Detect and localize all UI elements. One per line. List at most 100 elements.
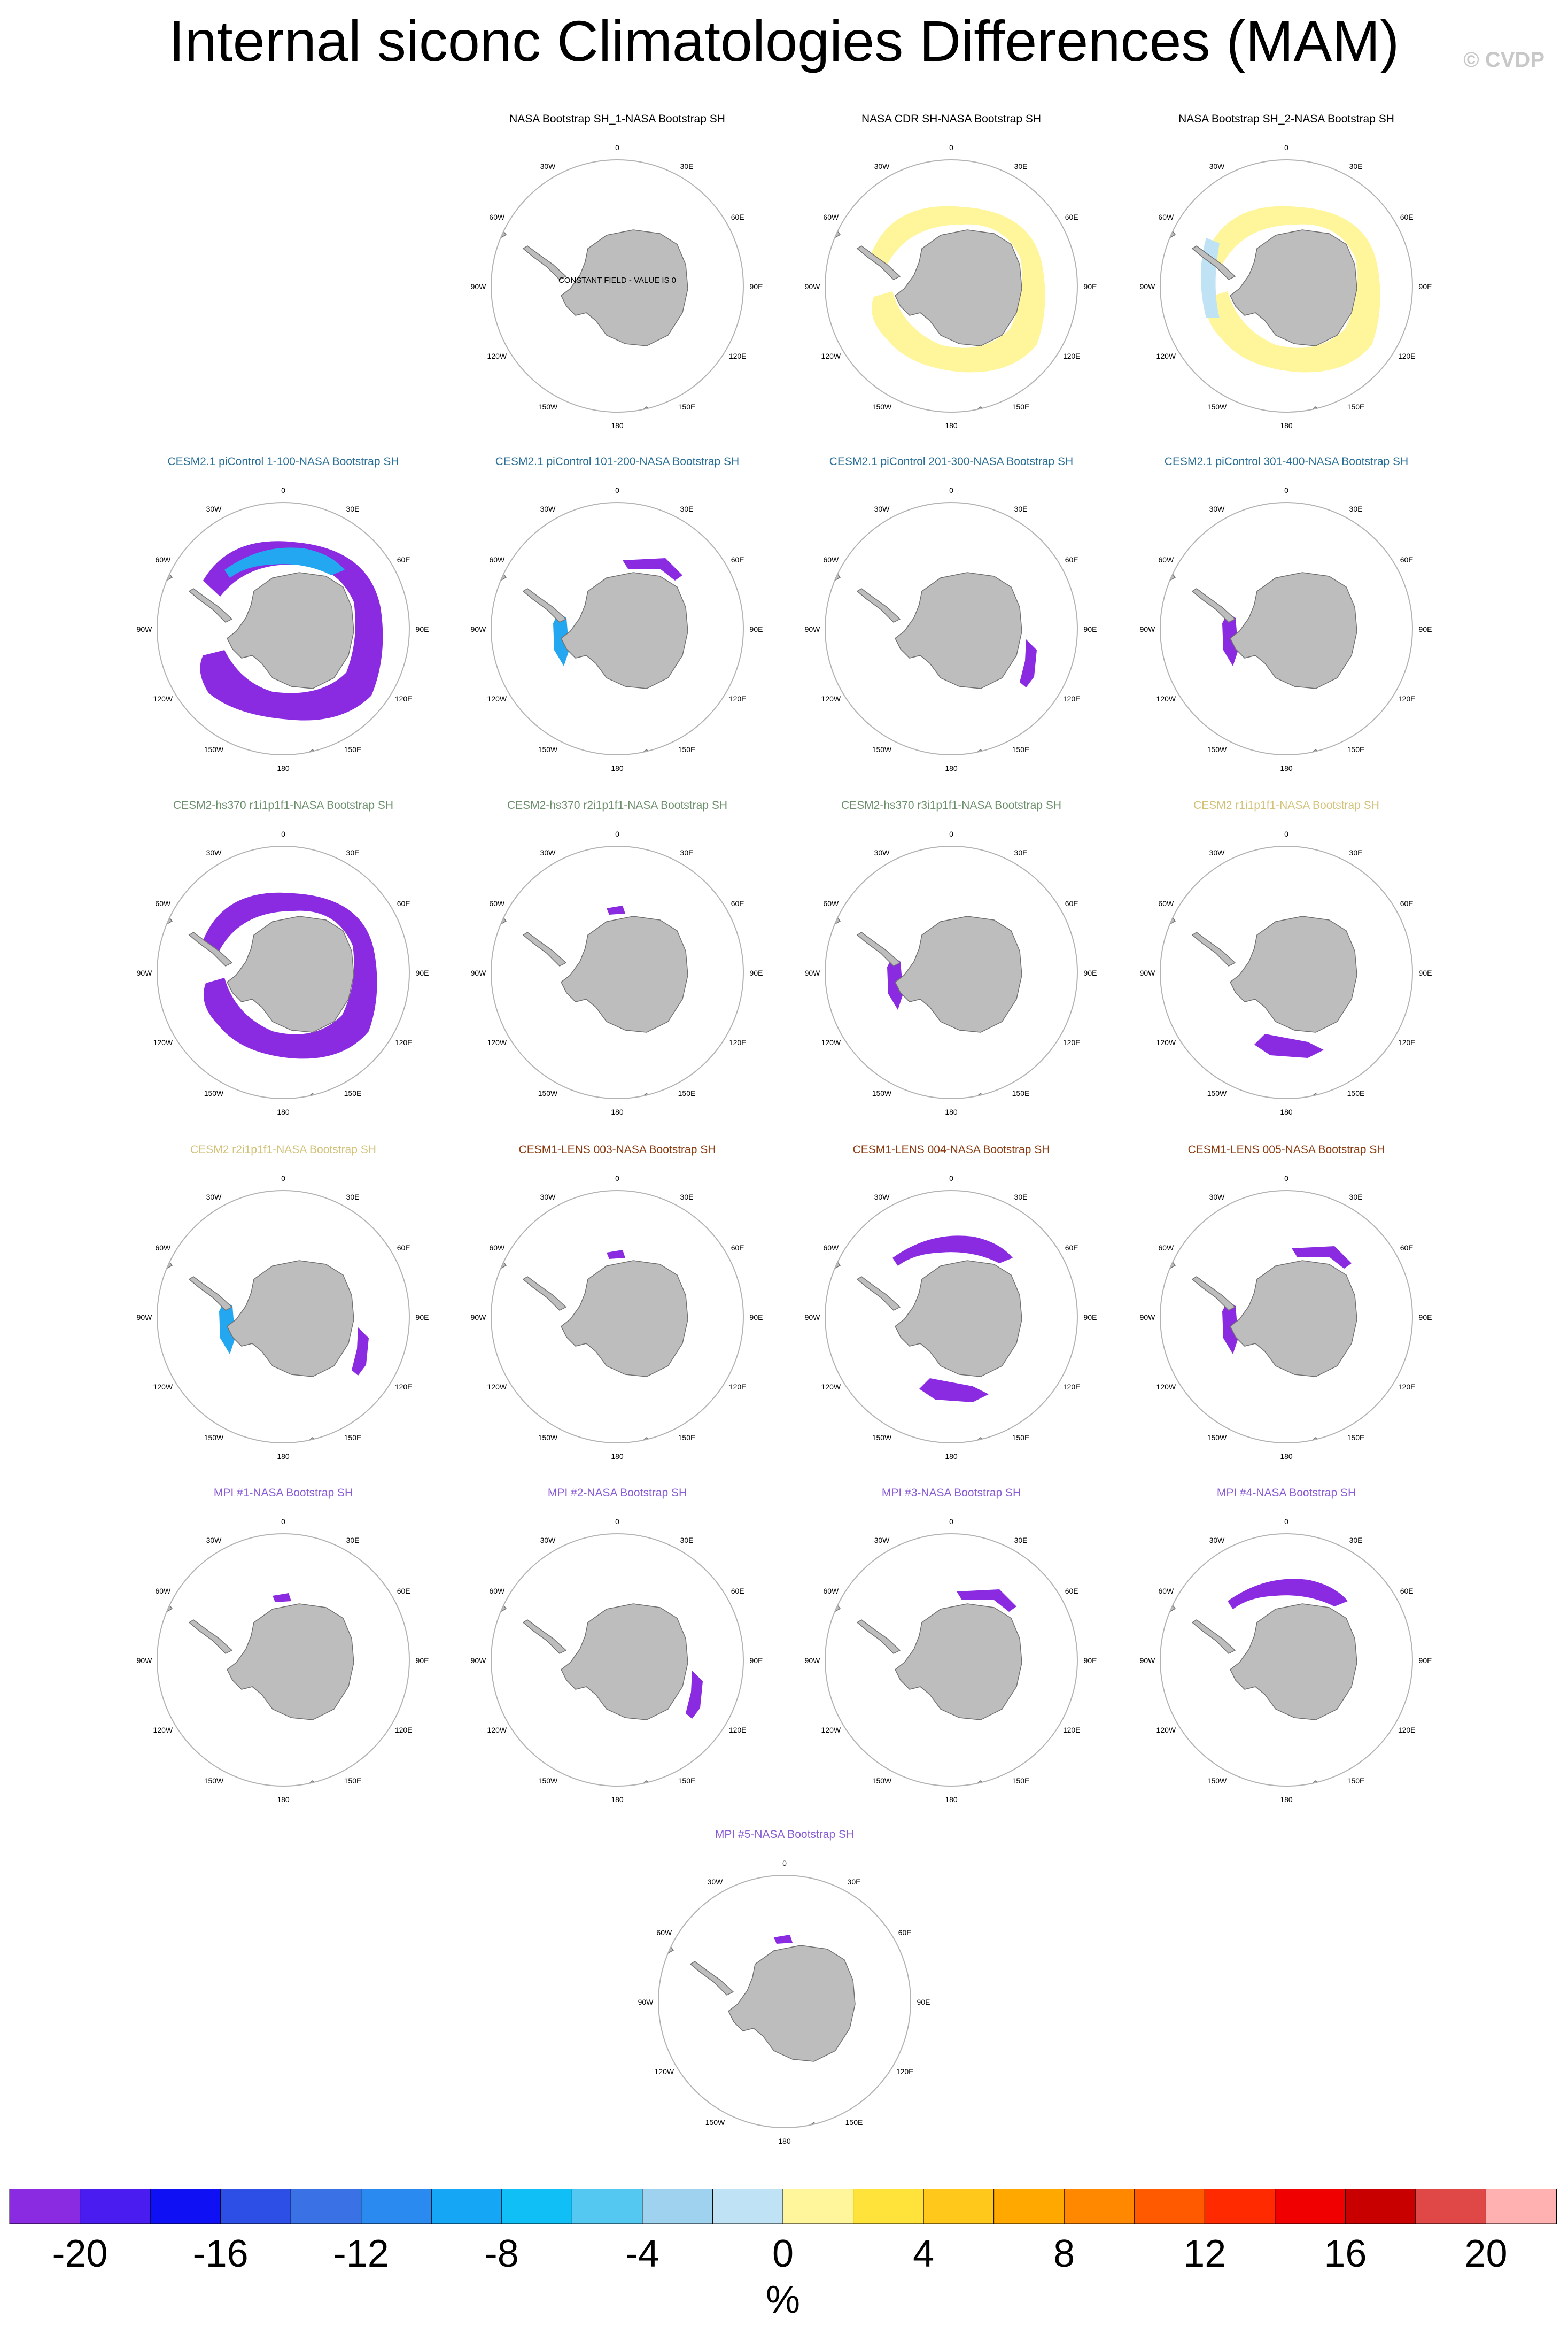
colorbar-swatch [923,2189,995,2224]
anomaly-patch [1292,1246,1352,1269]
longitude-label: 90E [1084,625,1097,633]
landmass [825,892,841,926]
longitude-label: 120W [821,1382,841,1391]
colorbar-unit: % [766,2278,800,2321]
longitude-label: 30E [1349,505,1363,513]
map-boundary [1160,159,1413,413]
colorbar-swatch [9,2189,81,2224]
longitude-label: 60E [1400,555,1414,564]
longitude-label: 90W [805,1313,821,1322]
longitude-label: 120W [153,1726,173,1734]
longitude-label: 30W [540,848,556,857]
longitude-label: 150E [344,1433,362,1442]
map-boundary [1160,1533,1413,1787]
longitude-label: 0 [281,1517,285,1526]
map-boundary [157,1533,410,1787]
colorbar-tick-label: 4 [913,2232,934,2275]
longitude-label: 180 [945,1452,958,1461]
longitude-label: 60E [1400,213,1414,221]
polar-map: 0 30E 60E 90E 120E 150E 180 150W 120W 90W 60W 30W [638,1859,930,2145]
landmass [491,1237,507,1270]
colorbar-tick-label: -8 [485,2232,519,2275]
antarctic-peninsula [1191,932,1236,967]
longitude-label: 30E [1349,1536,1363,1544]
map-panel: CESM2.1 piControl 1-100-NASA Bootstrap S… [134,452,433,794]
longitude-label: 90E [750,625,763,633]
colorbar-swatch [1345,2189,1416,2224]
longitude-label: 0 [615,830,619,838]
landmass [157,548,173,582]
longitude-label: 120E [395,1038,413,1047]
colorbar-swatch [1064,2189,1135,2224]
longitude-label: 180 [611,421,624,430]
longitude-label: 60W [489,1587,505,1595]
credit-label: © CVDP [1463,48,1544,72]
longitude-label: 180 [611,1795,624,1804]
longitude-label: 120E [1398,1038,1416,1047]
landmass [1030,1073,1044,1088]
landmass [1160,1237,1176,1270]
landmass [696,1073,710,1088]
longitude-label: 30W [206,1193,222,1201]
longitude-label: 90W [1140,282,1156,291]
longitude-label: 150W [1207,1776,1227,1785]
longitude-label: 150W [872,403,892,411]
landmass [825,548,841,582]
longitude-label: 120W [487,1726,507,1734]
longitude-label: 90E [1419,625,1432,633]
map-boundary [1160,502,1413,755]
landmass [362,1760,376,1776]
anomaly-patch [219,1301,235,1354]
anomaly-patch [623,558,682,581]
landmass [1365,1417,1379,1433]
longitude-label: 60E [731,1587,744,1595]
colorbar-tick-label: 16 [1324,2232,1367,2275]
longitude-label: 120E [1398,352,1416,360]
longitude-label: 90W [471,1313,487,1322]
longitude-label: 120E [1063,352,1081,360]
longitude-label: 60W [1158,555,1174,564]
map-boundary [157,846,410,1099]
longitude-label: 120W [821,1726,841,1734]
longitude-label: 60E [731,555,744,564]
polar-map: 0 30E 60E 90E 120E 150E 180 150W 120W 90W 60W 30W [1140,1517,1432,1804]
longitude-label: 0 [782,1859,787,1867]
landmass [491,206,507,239]
longitude-label: 30E [1349,162,1363,171]
longitude-label: 60E [1065,1587,1078,1595]
longitude-label: 120W [1156,352,1176,360]
longitude-label: 0 [1284,830,1288,838]
antarctica [227,916,354,1033]
longitude-label: 120E [729,352,747,360]
map-panel: NASA CDR SH-NASA Bootstrap SH 0 30E 60E 90E 1… [802,110,1101,452]
colorbar-tick-label: -4 [625,2232,659,2275]
map-boundary [491,1533,744,1787]
longitude-label: 60W [155,555,171,564]
antarctica [1230,1260,1357,1377]
longitude-label: 150E [1012,1433,1030,1442]
longitude-label: 180 [1280,1108,1293,1116]
longitude-label: 150E [1347,1433,1365,1442]
longitude-label: 90E [917,1998,930,2006]
anomaly-patch [919,1378,989,1402]
landmass [157,892,173,926]
landmass [1160,892,1176,926]
longitude-label: 120W [655,2067,674,2076]
polar-map: 0 30E 60E 90E 120E 150E 180 150W 120W 90W 60W 30W [137,1174,429,1461]
longitude-label: 30W [540,1536,556,1544]
map-panel: CESM2 r1i1p1f1-NASA Bootstrap SH 0 30E 60E 9… [1137,796,1436,1138]
longitude-label: 30E [680,1536,694,1544]
longitude-label: 120E [729,1038,747,1047]
longitude-label: 30E [1014,848,1028,857]
longitude-label: 120W [153,1038,173,1047]
longitude-label: 60W [489,1243,505,1252]
panel-title: MPI #2-NASA Bootstrap SH [547,1487,687,1499]
longitude-label: 180 [778,2137,791,2145]
antarctica [895,1603,1022,1720]
polar-map: 0 30E 60E 90E 120E 150E 180 150W 120W 90W 60W 30W [805,1517,1097,1804]
landmass [1030,387,1044,402]
longitude-label: 60E [1400,1243,1414,1252]
figure-title: Internal siconc Climatologies Difference… [168,9,1400,73]
map-panel: MPI #3-NASA Bootstrap SH 0 30E 60E 90E 120E 15… [802,1483,1101,1826]
longitude-label: 60E [397,555,410,564]
